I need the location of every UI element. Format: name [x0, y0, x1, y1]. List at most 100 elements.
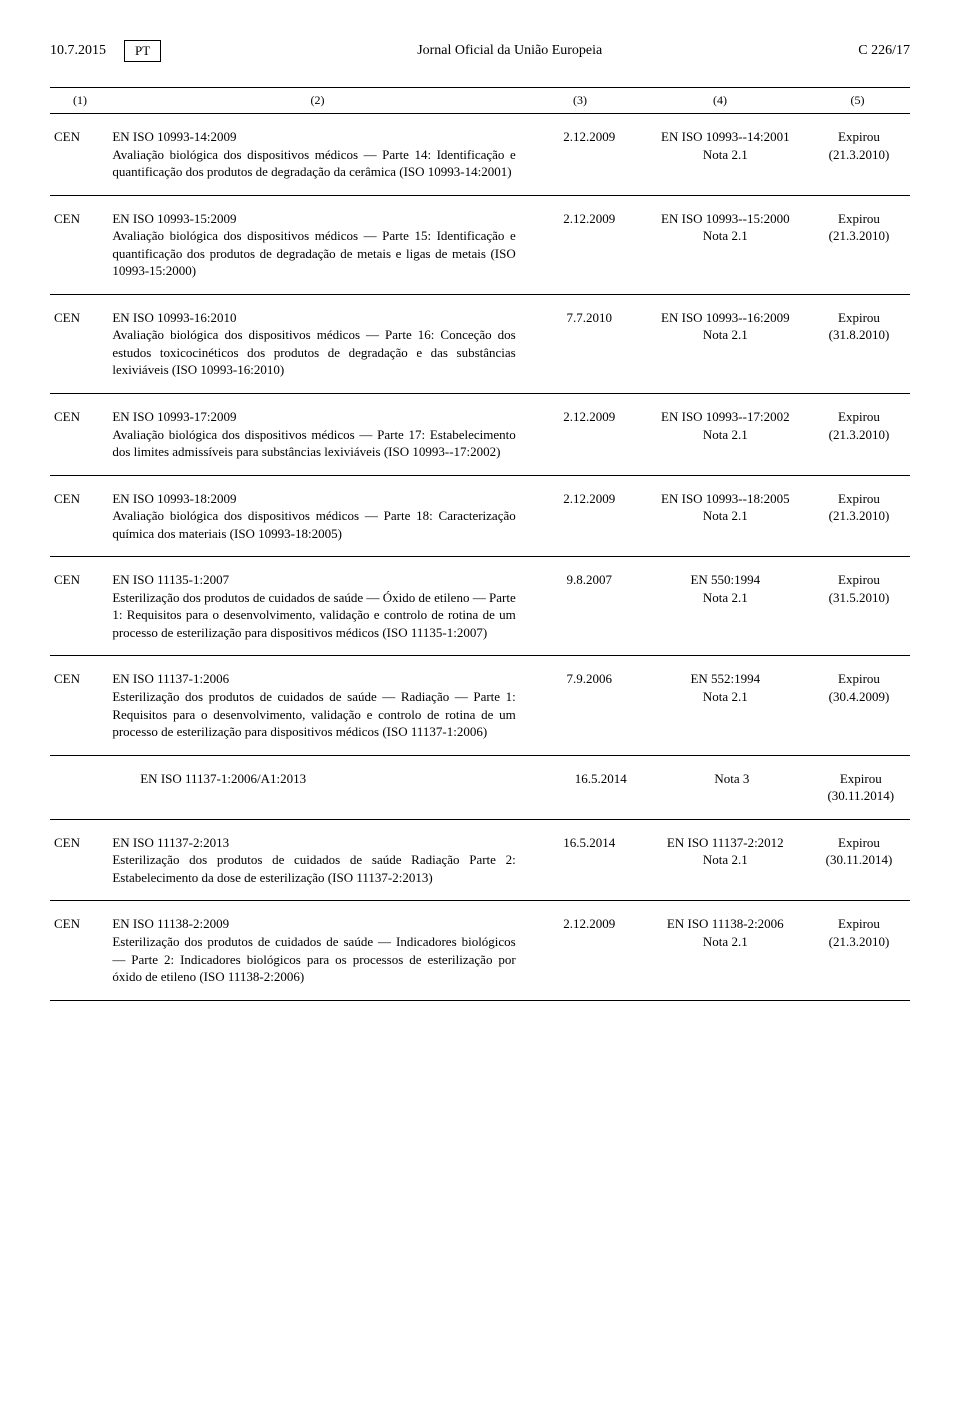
standard-description: Esterilização dos produtos de cuidados d… — [112, 933, 515, 986]
reference-cell: EN ISO 10993--16:2009Nota 2.1 — [643, 309, 808, 379]
header-date: 10.7.2015 — [50, 43, 106, 59]
reference-cell: Nota 3 — [652, 770, 811, 805]
reference-cell: EN 552:1994Nota 2.1 — [643, 670, 808, 740]
status-cell: Expirou(30.11.2014) — [812, 770, 910, 805]
status-text: Expirou — [808, 408, 910, 426]
standard-cell: EN ISO 11137-1:2006/A1:2013 — [110, 770, 549, 805]
reference-cell: EN 550:1994Nota 2.1 — [643, 571, 808, 641]
org-cell: CEN — [50, 571, 112, 641]
status-cell: Expirou(21.3.2010) — [808, 408, 910, 461]
status-text: Expirou — [808, 834, 910, 852]
status-date: (30.11.2014) — [808, 851, 910, 869]
table-row: CENEN ISO 11135-1:2007Esterilização dos … — [50, 557, 910, 656]
standard-description: Avaliação biológica dos dispositivos méd… — [112, 326, 515, 379]
lang-box: PT — [124, 40, 161, 62]
standard-title: EN ISO 11135-1:2007 — [112, 571, 515, 589]
standard-cell: EN ISO 11138-2:2009Esterilização dos pro… — [112, 915, 535, 985]
status-cell: Expirou(31.8.2010) — [808, 309, 910, 379]
standard-description: Avaliação biológica dos dispositivos méd… — [112, 426, 515, 461]
reference-cell: EN ISO 10993--18:2005Nota 2.1 — [643, 490, 808, 543]
status-text: Expirou — [812, 770, 910, 788]
status-text: Expirou — [808, 210, 910, 228]
standard-title: EN ISO 11137-1:2006/A1:2013 — [140, 770, 529, 788]
date-cell: 2.12.2009 — [536, 128, 643, 181]
status-cell: Expirou(30.11.2014) — [808, 834, 910, 887]
standard-description: Avaliação biológica dos dispositivos méd… — [112, 507, 515, 542]
standard-cell: EN ISO 10993-16:2010Avaliação biológica … — [112, 309, 535, 379]
reference-cell: EN ISO 10993--15:2000Nota 2.1 — [643, 210, 808, 280]
standard-title: EN ISO 11137-1:2006 — [112, 670, 515, 688]
status-date: (21.3.2010) — [808, 933, 910, 951]
status-cell: Expirou(21.3.2010) — [808, 128, 910, 181]
status-cell: Expirou(21.3.2010) — [808, 210, 910, 280]
date-cell: 9.8.2007 — [536, 571, 643, 641]
status-date: (21.3.2010) — [808, 426, 910, 444]
table-row: CENEN ISO 11138-2:2009Esterilização dos … — [50, 901, 910, 1000]
reference-cell: EN ISO 10993--17:2002Nota 2.1 — [643, 408, 808, 461]
status-date: (21.3.2010) — [808, 227, 910, 245]
date-cell: 2.12.2009 — [536, 915, 643, 985]
date-cell: 2.12.2009 — [536, 210, 643, 280]
status-text: Expirou — [808, 571, 910, 589]
status-date: (21.3.2010) — [808, 146, 910, 164]
status-date: (31.5.2010) — [808, 589, 910, 607]
col-header-2: (2) — [110, 93, 525, 108]
reference-note: Nota 2.1 — [643, 688, 808, 706]
header-title: Jornal Oficial da União Europeia — [161, 43, 858, 59]
org-cell: CEN — [50, 490, 112, 543]
status-cell: Expirou(31.5.2010) — [808, 571, 910, 641]
standard-cell: EN ISO 10993-18:2009Avaliação biológica … — [112, 490, 535, 543]
reference-id: Nota 3 — [652, 770, 811, 788]
reference-id: EN ISO 10993--14:2001 — [643, 128, 808, 146]
standard-title: EN ISO 10993-15:2009 — [112, 210, 515, 228]
reference-id: EN ISO 10993--17:2002 — [643, 408, 808, 426]
reference-note: Nota 2.1 — [643, 507, 808, 525]
col-header-5: (5) — [805, 93, 910, 108]
status-cell: Expirou(30.4.2009) — [808, 670, 910, 740]
org-cell: CEN — [50, 128, 112, 181]
date-cell: 16.5.2014 — [549, 770, 652, 805]
standard-description: Avaliação biológica dos dispositivos méd… — [112, 227, 515, 280]
status-date: (30.11.2014) — [812, 787, 910, 805]
reference-note: Nota 2.1 — [643, 851, 808, 869]
status-cell: Expirou(21.3.2010) — [808, 490, 910, 543]
status-text: Expirou — [808, 309, 910, 327]
reference-id: EN ISO 10993--16:2009 — [643, 309, 808, 327]
reference-note: Nota 2.1 — [643, 326, 808, 344]
standard-title: EN ISO 11138-2:2009 — [112, 915, 515, 933]
standard-title: EN ISO 10993-16:2010 — [112, 309, 515, 327]
page-header: 10.7.2015 PT Jornal Oficial da União Eur… — [50, 40, 910, 62]
standard-title: EN ISO 10993-17:2009 — [112, 408, 515, 426]
status-text: Expirou — [808, 670, 910, 688]
reference-note: Nota 2.1 — [643, 227, 808, 245]
org-cell: CEN — [50, 408, 112, 461]
table-row: CENEN ISO 10993-15:2009Avaliação biológi… — [50, 196, 910, 295]
standard-description: Avaliação biológica dos dispositivos méd… — [112, 146, 515, 181]
standard-cell: EN ISO 11135-1:2007Esterilização dos pro… — [112, 571, 535, 641]
status-date: (31.8.2010) — [808, 326, 910, 344]
reference-cell: EN ISO 10993--14:2001Nota 2.1 — [643, 128, 808, 181]
reference-note: Nota 2.1 — [643, 146, 808, 164]
date-cell: 2.12.2009 — [536, 490, 643, 543]
col-header-3: (3) — [525, 93, 635, 108]
status-date: (30.4.2009) — [808, 688, 910, 706]
status-date: (21.3.2010) — [808, 507, 910, 525]
date-cell: 16.5.2014 — [536, 834, 643, 887]
standard-cell: EN ISO 11137-2:2013Esterilização dos pro… — [112, 834, 535, 887]
status-text: Expirou — [808, 128, 910, 146]
standard-cell: EN ISO 10993-15:2009Avaliação biológica … — [112, 210, 535, 280]
reference-id: EN ISO 11137-2:2012 — [643, 834, 808, 852]
status-cell: Expirou(21.3.2010) — [808, 915, 910, 985]
date-cell: 2.12.2009 — [536, 408, 643, 461]
col-header-1: (1) — [50, 93, 110, 108]
col-header-4: (4) — [635, 93, 805, 108]
table-row: CENEN ISO 10993-14:2009Avaliação biológi… — [50, 114, 910, 196]
standard-cell: EN ISO 11137-1:2006Esterilização dos pro… — [112, 670, 535, 740]
reference-note: Nota 2.1 — [643, 589, 808, 607]
org-cell: CEN — [50, 210, 112, 280]
reference-id: EN 552:1994 — [643, 670, 808, 688]
standard-cell: EN ISO 10993-17:2009Avaliação biológica … — [112, 408, 535, 461]
reference-cell: EN ISO 11137-2:2012Nota 2.1 — [643, 834, 808, 887]
date-cell: 7.7.2010 — [536, 309, 643, 379]
table-row: CENEN ISO 11137-1:2006Esterilização dos … — [50, 656, 910, 755]
